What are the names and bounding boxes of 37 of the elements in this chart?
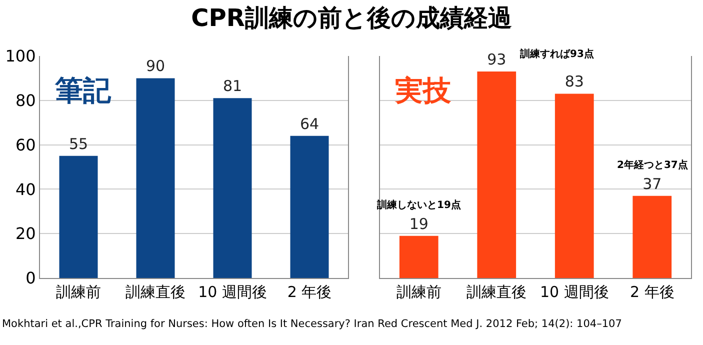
data-label: 93 [487, 50, 506, 69]
x-tick-label: 訓練直後 [126, 283, 186, 301]
data-label: 19 [409, 214, 428, 233]
x-tick-label: 訓練前 [56, 283, 101, 301]
y-tick-label: 20 [15, 224, 36, 244]
data-label: 81 [222, 77, 242, 96]
y-tick-label: 80 [15, 91, 36, 110]
y-tick-label: 60 [15, 135, 36, 154]
bar [290, 136, 329, 278]
bar [59, 156, 98, 278]
annotation: 2年経つと37点 [617, 159, 688, 171]
x-tick-label: 2 年後 [287, 283, 332, 301]
bar [632, 196, 672, 278]
text: Mokhtari et al.,CPR Training for Nurses: How often Is It Necessary? Iran Red Crescent Med J. 2012 Feb; 14(2): 104–107 [2, 318, 623, 330]
data-label: 37 [642, 174, 662, 193]
x-tick-label: 訓練前 [396, 283, 442, 301]
bar [554, 94, 594, 278]
data-label: 90 [146, 57, 166, 76]
x-tick-label: 10 週間後 [198, 283, 267, 301]
bar [136, 78, 175, 278]
text: 実技 [394, 74, 452, 107]
data-label: 55 [68, 134, 88, 153]
x-tick-label: 訓練直後 [466, 283, 527, 301]
bar [477, 72, 516, 278]
bar [213, 98, 252, 278]
text: 筆記 [54, 74, 112, 107]
y-tick-label: 100 [5, 46, 36, 66]
data-label: 83 [564, 72, 584, 91]
annotation: 訓練しないと19点 [376, 199, 461, 211]
bar [399, 236, 438, 278]
x-tick-label: 10 週間後 [540, 283, 609, 301]
chart-title: CPR訓練の前と後の成績経過 [190, 3, 513, 34]
x-tick-label: 2 年後 [630, 283, 674, 301]
annotation: 訓練すれば93点 [519, 48, 594, 60]
data-label: 64 [300, 114, 320, 133]
y-tick-label: 0 [26, 268, 36, 288]
y-tick-label: 40 [15, 180, 36, 199]
